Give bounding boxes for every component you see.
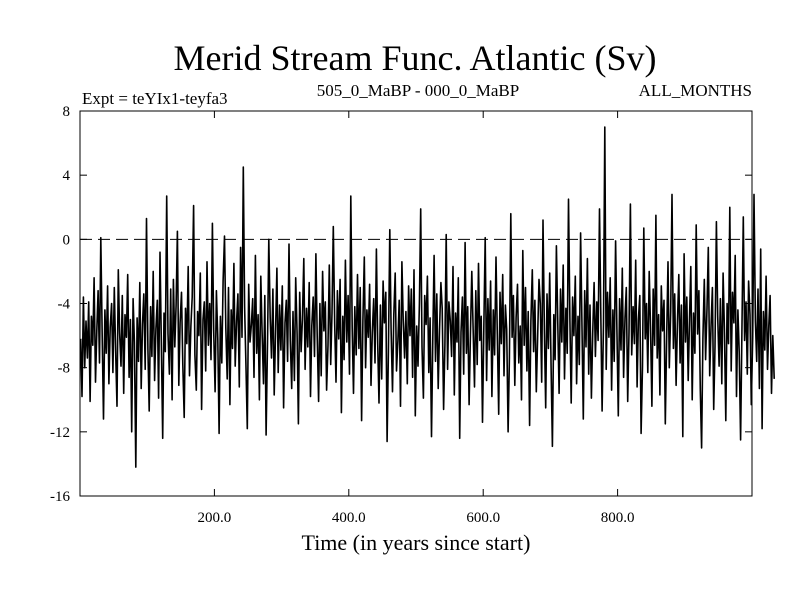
y-tick-label: -16 [50, 489, 70, 505]
plot-frame [79, 110, 753, 497]
experiment-label: Expt = teYIx1-teyfa3 [82, 89, 228, 108]
x-tick-label: 400.0 [332, 510, 366, 526]
x-tick-label: 600.0 [466, 510, 500, 526]
x-axis-ticks: 200.0 400.0 600.0 800.0 [198, 111, 635, 526]
y-tick-label: -12 [50, 425, 70, 441]
y-tick-label: -4 [58, 297, 71, 313]
y-tick-label: 8 [63, 104, 71, 120]
x-tick-label: 800.0 [601, 510, 635, 526]
chart-title: Merid Stream Func. Atlantic (Sv) [174, 38, 657, 78]
y-tick-label: 0 [63, 232, 71, 248]
x-tick-label: 200.0 [198, 510, 232, 526]
x-axis-label: Time (in years since start) [302, 530, 531, 555]
y-tick-label: 4 [63, 168, 71, 184]
stream-function-series-line [79, 126, 775, 468]
period-label: 505_0_MaBP - 000_0_MaBP [317, 81, 519, 100]
months-label: ALL_MONTHS [639, 81, 752, 100]
y-tick-label: -8 [58, 361, 71, 377]
